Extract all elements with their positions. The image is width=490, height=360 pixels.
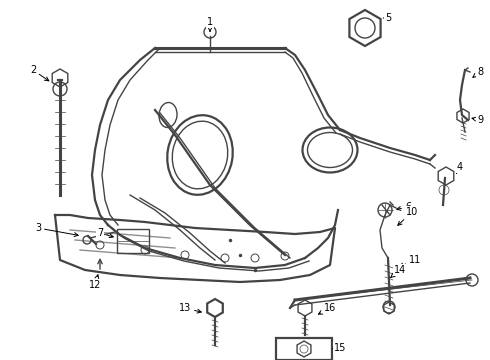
Text: 5: 5	[384, 13, 391, 23]
Text: 3: 3	[35, 223, 78, 237]
Text: 12: 12	[89, 275, 101, 290]
Text: 13: 13	[179, 303, 201, 313]
Text: 9: 9	[472, 115, 483, 125]
Text: 2: 2	[30, 65, 49, 81]
Text: 6: 6	[397, 202, 411, 212]
Text: 15: 15	[333, 343, 346, 353]
Text: 10: 10	[398, 207, 418, 225]
Text: 1: 1	[207, 17, 213, 31]
Text: 7: 7	[97, 228, 113, 238]
Text: 4: 4	[457, 162, 463, 173]
Text: 14: 14	[391, 265, 406, 278]
Text: 16: 16	[318, 303, 336, 314]
Text: 11: 11	[399, 255, 421, 267]
Text: 8: 8	[473, 67, 483, 77]
